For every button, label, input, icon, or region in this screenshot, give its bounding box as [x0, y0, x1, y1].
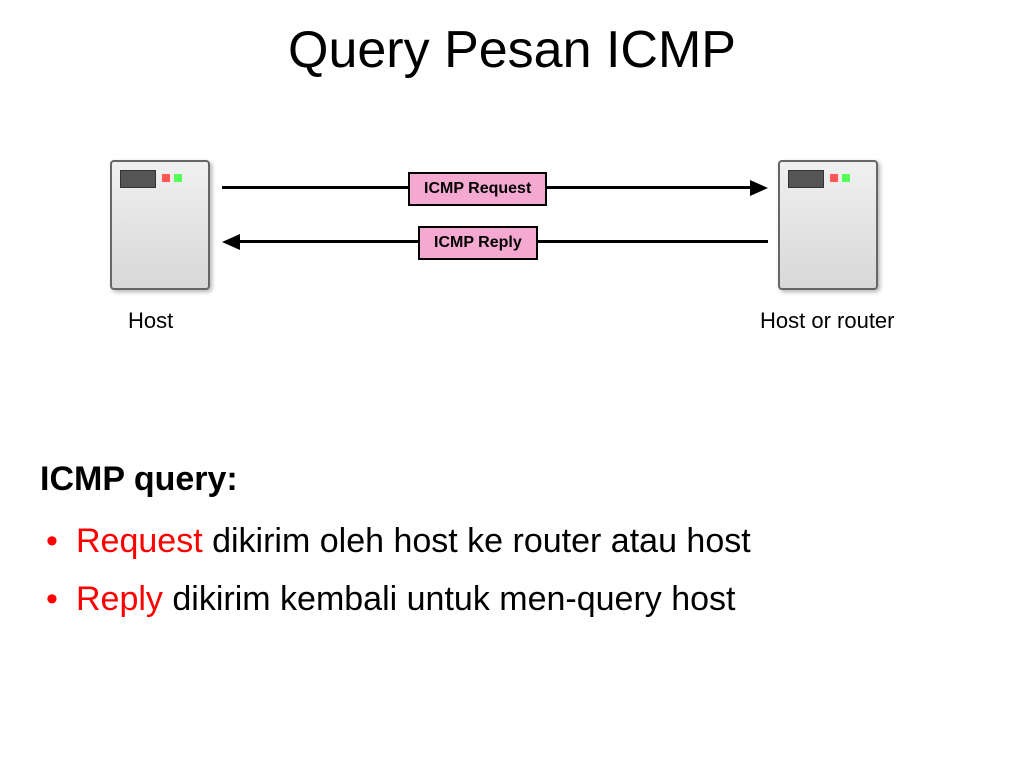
bullet-item: Request dikirim oleh host ke router atau… [40, 519, 990, 563]
bullet-item: Reply dikirim kembali untuk men-query ho… [40, 577, 990, 621]
arrow-reply-head [222, 234, 240, 250]
highlight-word: Reply [76, 580, 163, 618]
highlight-word: Request [76, 522, 203, 560]
bullet-list: Request dikirim oleh host ke router atau… [40, 519, 990, 621]
arrow-request-head [750, 180, 768, 196]
slide-title: Query Pesan ICMP [0, 0, 1024, 80]
host-label: Host [128, 308, 173, 334]
content-area: ICMP query: Request dikirim oleh host ke… [40, 460, 990, 635]
icmp-request-box: ICMP Request [408, 172, 547, 206]
server-icon [110, 160, 210, 290]
server-host-or-router [778, 160, 878, 290]
icmp-diagram: Host Host or router ICMP Request ICMP Re… [0, 160, 1024, 420]
section-heading: ICMP query: [40, 460, 990, 499]
server-icon [778, 160, 878, 290]
icmp-reply-box: ICMP Reply [418, 226, 538, 260]
server-host [110, 160, 210, 290]
bullet-text: dikirim kembali untuk men-query host [163, 580, 736, 618]
bullet-text: dikirim oleh host ke router atau host [203, 522, 751, 560]
host-or-router-label: Host or router [760, 308, 895, 334]
